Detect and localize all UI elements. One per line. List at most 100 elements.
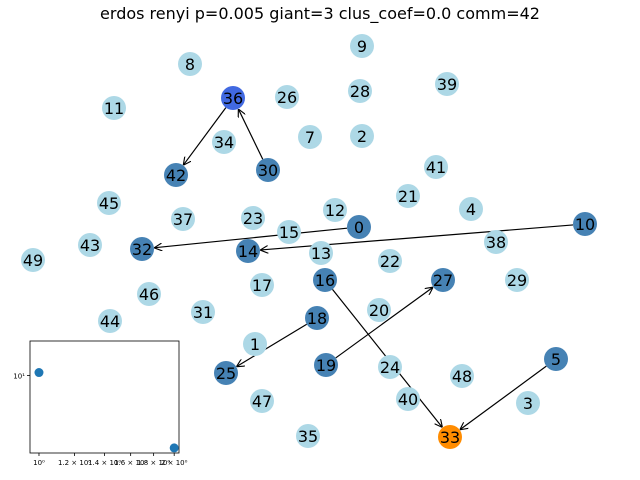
node-label: 28 [350,82,370,101]
node-46: 46 [137,282,161,306]
node-label: 9 [357,37,367,56]
node-circle [250,389,274,413]
node-circle [323,198,347,222]
inset-x-tick-label: 2 × 10⁰ [161,459,188,467]
node-label: 18 [307,309,327,328]
node-label: 47 [252,392,272,411]
node-26: 26 [275,85,299,109]
edge-30-36 [239,110,264,160]
node-layer: 0123457891011121314151617181920212223242… [21,34,597,449]
node-circle [212,130,236,154]
node-label: 22 [380,252,400,271]
node-22: 22 [378,249,402,273]
node-circle [178,52,202,76]
node-circle [424,155,448,179]
node-1: 1 [243,332,267,356]
inset-x-tick-label: 1.8 × 10⁰ [137,459,170,467]
node-11: 11 [102,96,126,120]
node-label: 38 [486,233,506,252]
node-13: 13 [309,241,333,265]
node-circle [367,298,391,322]
node-38: 38 [484,230,508,254]
node-circle [516,391,540,415]
node-16: 16 [313,268,337,292]
node-7: 7 [298,125,322,149]
node-31: 31 [191,300,215,324]
node-33: 33 [438,425,462,449]
node-28: 28 [348,79,372,103]
node-label: 23 [243,209,263,228]
node-3: 3 [516,391,540,415]
node-2: 2 [350,124,374,148]
node-circle [241,206,265,230]
node-label: 37 [173,210,193,229]
node-label: 19 [316,356,336,375]
node-label: 25 [216,364,236,383]
node-label: 0 [354,218,364,237]
node-label: 46 [139,285,159,304]
node-circle [313,268,337,292]
node-label: 44 [100,312,120,331]
node-circle [350,34,374,58]
node-circle [21,248,45,272]
edge-36-42 [184,107,227,165]
node-label: 27 [433,271,453,290]
node-circle [214,361,238,385]
node-label: 12 [325,201,345,220]
inset-x-tick-label: 1.6 × 10⁰ [114,459,147,467]
node-label: 8 [185,55,195,74]
inset-point-1 [169,443,179,453]
node-35: 35 [296,424,320,448]
node-label: 10 [575,215,595,234]
node-23: 23 [241,206,265,230]
node-circle [459,197,483,221]
node-label: 49 [23,251,43,270]
node-circle [378,249,402,273]
edge-19-27 [335,288,433,359]
node-circle [137,282,161,306]
node-12: 12 [323,198,347,222]
node-8: 8 [178,52,202,76]
node-label: 15 [279,223,299,242]
node-label: 5 [551,350,561,369]
node-circle [171,207,195,231]
node-circle [450,364,474,388]
node-circle [98,309,122,333]
node-label: 17 [252,276,272,295]
node-circle [221,86,245,110]
inset-x-tick-label: 10⁰ [33,459,45,467]
node-label: 1 [250,335,260,354]
node-label: 4 [466,200,476,219]
node-label: 31 [193,303,213,322]
node-label: 7 [305,128,315,147]
node-label: 45 [99,194,119,213]
node-circle [296,424,320,448]
node-circle [348,79,372,103]
inset-x-tick-label: 1.2 × 10⁰ [58,459,91,467]
node-45: 45 [97,191,121,215]
node-49: 49 [21,248,45,272]
node-circle [438,425,462,449]
node-label: 43 [80,236,100,255]
node-39: 39 [435,72,459,96]
node-circle [396,184,420,208]
node-label: 21 [398,187,418,206]
node-circle [164,163,188,187]
node-circle [191,300,215,324]
node-34: 34 [212,130,236,154]
node-circle [378,355,402,379]
node-37: 37 [171,207,195,231]
node-27: 27 [431,268,455,292]
node-0: 0 [347,215,371,239]
node-43: 43 [78,233,102,257]
node-label: 29 [507,271,527,290]
node-48: 48 [450,364,474,388]
node-label: 16 [315,271,335,290]
node-label: 13 [311,244,331,263]
node-label: 30 [258,161,278,180]
node-9: 9 [350,34,374,58]
node-29: 29 [505,268,529,292]
node-circle [314,353,338,377]
